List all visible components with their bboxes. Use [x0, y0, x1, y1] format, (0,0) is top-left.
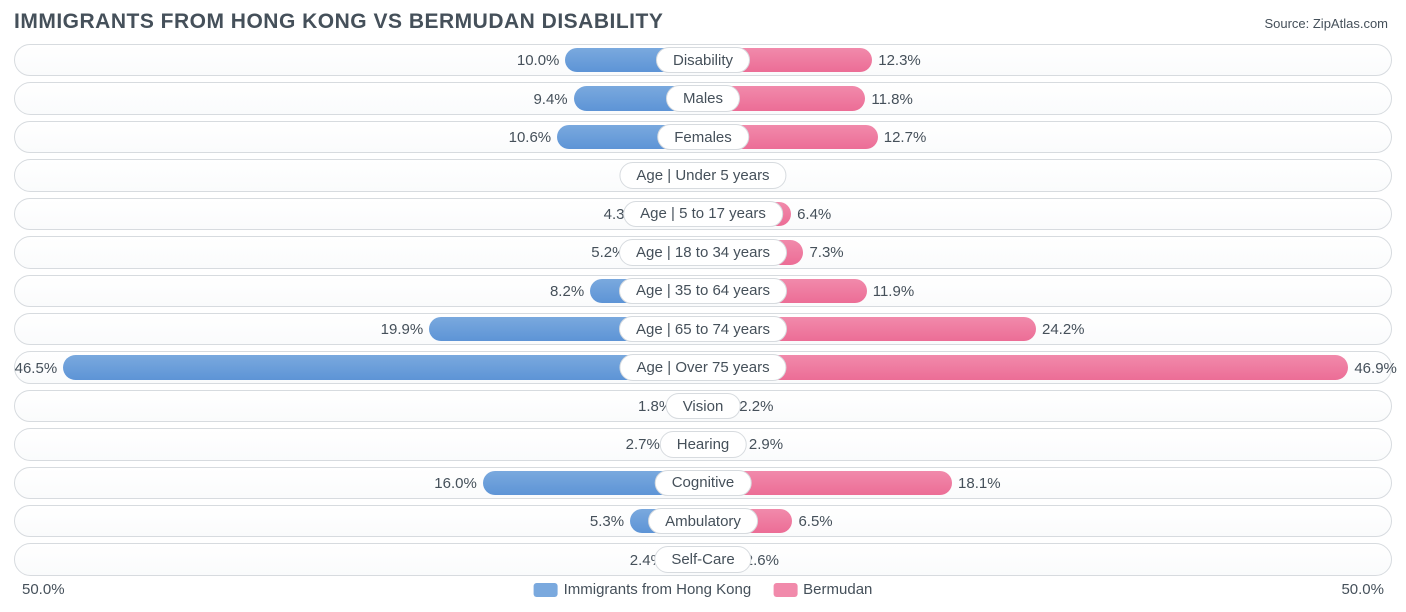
category-pill: Self-Care — [654, 546, 751, 572]
value-left: 2.7% — [626, 436, 660, 453]
category-pill: Males — [666, 85, 740, 111]
row-track: 4.3%6.4%Age | 5 to 17 years — [14, 198, 1392, 230]
value-right: 11.8% — [871, 91, 912, 108]
row-track: 9.4% 11.8% Males — [14, 82, 1392, 114]
category-pill: Ambulatory — [648, 508, 758, 534]
axis-labels: 50.0% 50.0% Immigrants from Hong Kong Be… — [14, 578, 1392, 598]
data-row: 5.3% 6.5% Ambulatory — [14, 505, 1392, 537]
category-pill: Age | Over 75 years — [619, 354, 786, 380]
value-right: 2.2% — [739, 398, 773, 415]
row-track: 16.0% 18.1% Cognitive — [14, 467, 1392, 499]
value-right: 46.9% — [1354, 360, 1397, 377]
category-pill: Age | Under 5 years — [619, 162, 786, 188]
category-pill: Females — [657, 124, 749, 150]
value-left: 8.2% — [550, 283, 584, 300]
data-row: 2.7% 2.9%Hearing — [14, 428, 1392, 460]
value-left: 16.0% — [434, 475, 477, 492]
data-row: 2.4%2.6%Self-Care — [14, 543, 1392, 575]
legend-label-right: Bermudan — [803, 581, 872, 598]
row-track: 19.9% 24.2% Age | 65 to 74 years — [14, 313, 1392, 345]
category-pill: Age | 5 to 17 years — [623, 201, 783, 227]
value-left: 46.5% — [15, 360, 58, 377]
value-left: 9.4% — [533, 91, 567, 108]
legend-item-left: Immigrants from Hong Kong — [534, 581, 752, 598]
legend: Immigrants from Hong Kong Bermudan — [534, 581, 873, 598]
value-left: 5.3% — [590, 513, 624, 530]
value-left: 10.6% — [509, 129, 552, 146]
value-right: 11.9% — [873, 283, 914, 300]
category-pill: Age | 18 to 34 years — [619, 239, 787, 265]
legend-swatch-left — [534, 583, 558, 597]
data-row: 5.2%7.3%Age | 18 to 34 years — [14, 236, 1392, 268]
row-track: 2.7% 2.9%Hearing — [14, 428, 1392, 460]
source-label: Source: ZipAtlas.com — [1264, 16, 1388, 31]
data-row: 19.9% 24.2% Age | 65 to 74 years — [14, 313, 1392, 345]
row-track: 10.0% 12.3% Disability — [14, 44, 1392, 76]
legend-label-left: Immigrants from Hong Kong — [564, 581, 752, 598]
chart-container: IMMIGRANTS FROM HONG KONG VS BERMUDAN DI… — [0, 0, 1406, 612]
value-right: 12.7% — [884, 129, 927, 146]
data-row: 16.0% 18.1% Cognitive — [14, 467, 1392, 499]
row-track: 5.3% 6.5% Ambulatory — [14, 505, 1392, 537]
row-track: 10.6% 12.7% Females — [14, 121, 1392, 153]
category-pill: Cognitive — [655, 470, 752, 496]
data-row: 10.0% 12.3% Disability — [14, 44, 1392, 76]
value-right: 2.9% — [749, 436, 783, 453]
axis-right-max: 50.0% — [1341, 581, 1384, 598]
chart-title: IMMIGRANTS FROM HONG KONG VS BERMUDAN DI… — [14, 10, 663, 34]
value-left: 10.0% — [517, 52, 560, 69]
data-row: 1.8%2.2%Vision — [14, 390, 1392, 422]
value-right: 18.1% — [958, 475, 1001, 492]
value-left: 19.9% — [381, 321, 424, 338]
axis-left-max: 50.0% — [22, 581, 65, 598]
row-track: 5.2%7.3%Age | 18 to 34 years — [14, 236, 1392, 268]
category-pill: Age | 35 to 64 years — [619, 278, 787, 304]
value-right: 6.4% — [797, 206, 831, 223]
bar-right — [703, 355, 1348, 379]
data-row: 9.4% 11.8% Males — [14, 82, 1392, 114]
data-row: 46.5%46.9%Age | Over 75 years — [14, 351, 1392, 383]
row-track: 0.95%1.4%Age | Under 5 years — [14, 159, 1392, 191]
legend-swatch-right — [773, 583, 797, 597]
value-right: 7.3% — [809, 244, 843, 261]
category-pill: Vision — [666, 393, 741, 419]
legend-item-right: Bermudan — [773, 581, 872, 598]
data-row: 0.95%1.4%Age | Under 5 years — [14, 159, 1392, 191]
data-row: 10.6% 12.7% Females — [14, 121, 1392, 153]
value-right: 24.2% — [1042, 321, 1085, 338]
plot-area: 10.0%12.3%Disability9.4%11.8%Males10.6%1… — [14, 44, 1392, 576]
data-row: 4.3%6.4%Age | 5 to 17 years — [14, 198, 1392, 230]
row-track: 8.2% 11.9% Age | 35 to 64 years — [14, 275, 1392, 307]
data-row: 8.2% 11.9% Age | 35 to 64 years — [14, 275, 1392, 307]
value-right: 6.5% — [798, 513, 832, 530]
category-pill: Disability — [656, 47, 750, 73]
category-pill: Age | 65 to 74 years — [619, 316, 787, 342]
row-track: 1.8%2.2%Vision — [14, 390, 1392, 422]
category-pill: Hearing — [660, 431, 747, 457]
row-track: 2.4%2.6%Self-Care — [14, 543, 1392, 575]
value-right: 12.3% — [878, 52, 921, 69]
row-track: 46.5%46.9%Age | Over 75 years — [14, 351, 1392, 383]
bar-left — [63, 355, 703, 379]
